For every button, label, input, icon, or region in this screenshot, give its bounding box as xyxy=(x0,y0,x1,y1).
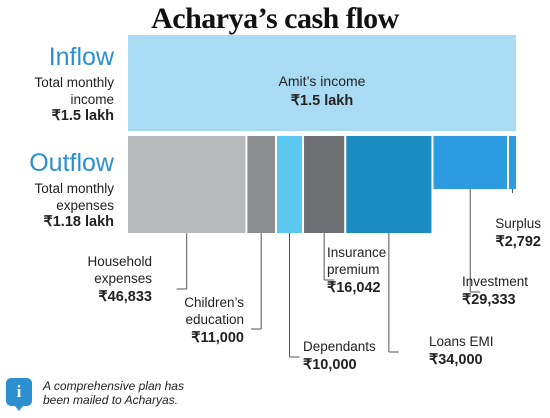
outflow-sub-line2: expenses xyxy=(56,198,114,213)
segment-amount-3: ₹16,042 xyxy=(327,280,381,296)
segment-bar-1 xyxy=(247,136,275,233)
chart-title: Acharya’s cash flow xyxy=(151,2,399,35)
outflow-label: Outflow xyxy=(29,149,114,177)
segment-label-3-1: premium xyxy=(327,262,380,277)
segment-amount-5: ₹29,333 xyxy=(462,292,516,308)
segment-amount-0: ₹46,833 xyxy=(98,289,152,305)
segment-label-5-0: Investment xyxy=(462,274,528,289)
segment-amount-1: ₹11,000 xyxy=(191,330,244,346)
inflow-sub-line2: income xyxy=(70,92,114,107)
segment-amount-4: ₹34,000 xyxy=(429,352,483,368)
segment-label-6-0: Surplus xyxy=(495,216,541,231)
segment-bar-2 xyxy=(276,136,303,233)
inflow-total: Total monthly income ₹1.5 lakh xyxy=(0,74,114,125)
outflow-total: Total monthly expenses ₹1.18 lakh xyxy=(0,180,114,231)
segment-bar-4 xyxy=(346,136,432,233)
segment-label-4-0: Loans EMI xyxy=(429,334,494,349)
outflow-amount: ₹1.18 lakh xyxy=(43,214,115,230)
segment-label-3-0: Insurance xyxy=(327,245,386,260)
segment-label-1-0: Children’s xyxy=(184,295,244,310)
segment-bar-3 xyxy=(304,136,345,233)
segment-bar-5 xyxy=(433,136,508,189)
footnote: A comprehensive plan has been mailed to … xyxy=(43,379,184,407)
segment-amount-6: ₹2,792 xyxy=(495,234,541,250)
segment-label-2-0: Dependants xyxy=(303,339,376,354)
inflow-sub-line1: Total monthly xyxy=(34,75,114,90)
segment-label-0-0: Household xyxy=(87,254,152,269)
segment-label-0-1: expenses xyxy=(94,271,152,286)
info-icon: i xyxy=(6,378,32,411)
inflow-label: Inflow xyxy=(48,43,114,71)
income-amount: ₹1.5 lakh xyxy=(291,93,353,109)
segment-bar-0 xyxy=(128,136,246,233)
income-bar xyxy=(128,35,516,131)
income-label: Amit’s income xyxy=(279,73,366,89)
segment-amount-2: ₹10,000 xyxy=(303,357,357,373)
segment-label-1-1: education xyxy=(185,312,244,327)
segment-bar-6 xyxy=(509,136,516,189)
outflow-sub-line1: Total monthly xyxy=(34,181,114,196)
inflow-amount: ₹1.5 lakh xyxy=(51,108,114,124)
